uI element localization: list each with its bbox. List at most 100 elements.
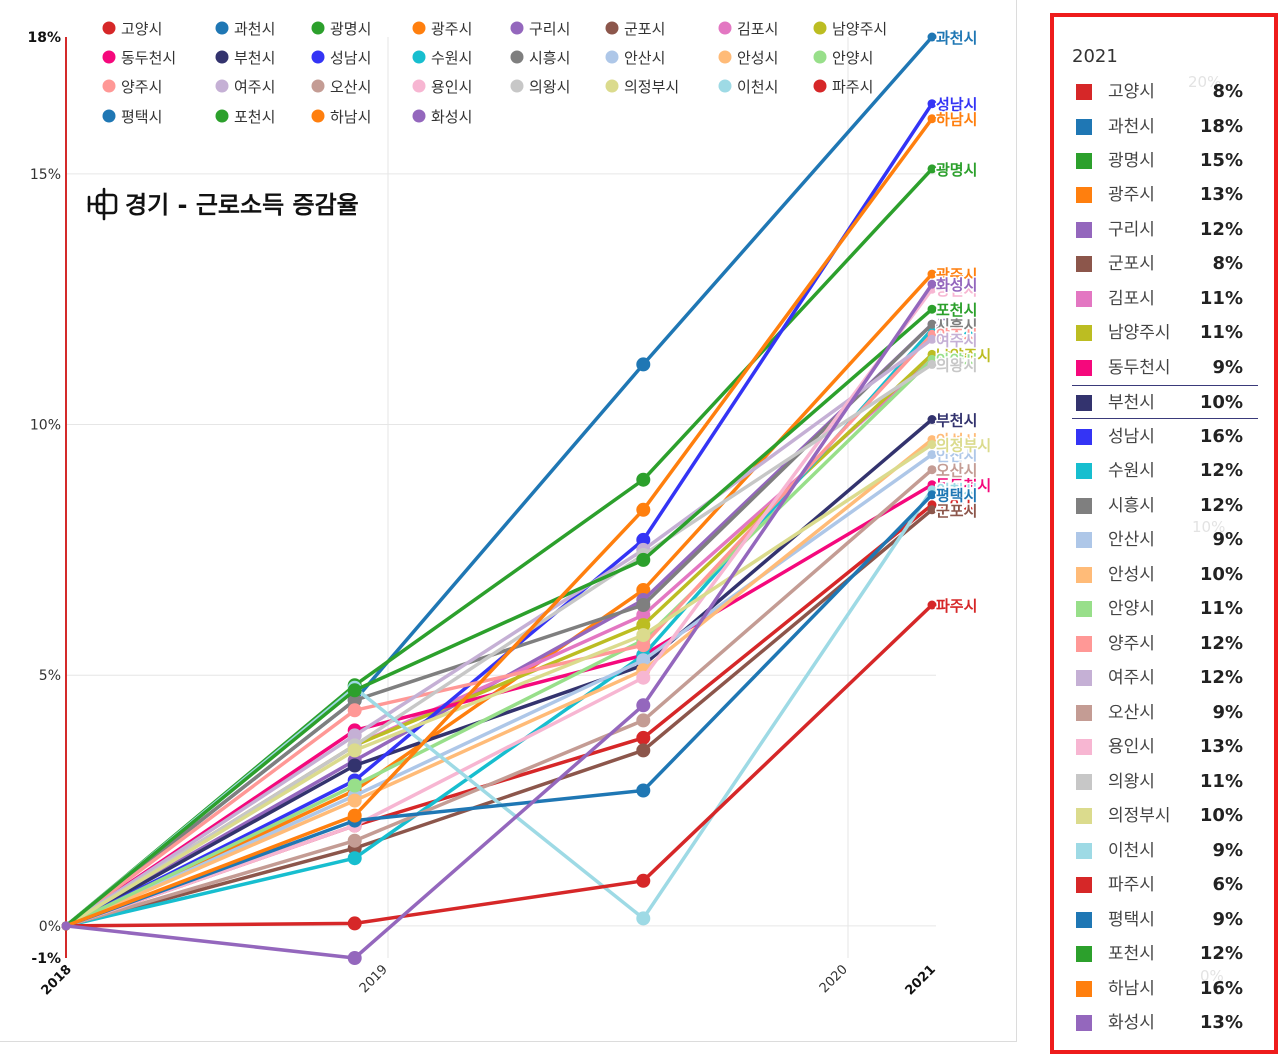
legend-item[interactable]: 평택시 bbox=[102, 108, 163, 126]
data-point[interactable] bbox=[636, 730, 651, 745]
data-point[interactable] bbox=[636, 698, 651, 713]
series-line[interactable] bbox=[64, 508, 934, 928]
data-point[interactable] bbox=[347, 833, 362, 848]
series-line[interactable] bbox=[64, 322, 934, 928]
series-line[interactable] bbox=[64, 332, 934, 928]
data-point[interactable] bbox=[347, 743, 362, 758]
series-line[interactable] bbox=[64, 417, 934, 928]
legend-item[interactable]: 안산시 bbox=[605, 49, 666, 67]
data-point[interactable] bbox=[927, 114, 937, 124]
legend-item[interactable]: 의정부시 bbox=[605, 78, 680, 96]
legend-item[interactable]: 과천시 bbox=[215, 20, 276, 38]
series-line[interactable] bbox=[64, 452, 934, 928]
data-point[interactable] bbox=[347, 916, 362, 931]
data-point[interactable] bbox=[347, 793, 362, 808]
series-line[interactable] bbox=[64, 272, 934, 928]
legend-item[interactable]: 여주시 bbox=[215, 78, 276, 96]
data-point[interactable] bbox=[927, 279, 937, 289]
data-point[interactable] bbox=[636, 743, 651, 758]
data-point[interactable] bbox=[927, 359, 937, 369]
data-point[interactable] bbox=[927, 465, 937, 475]
data-point[interactable] bbox=[636, 638, 651, 653]
series-line[interactable] bbox=[64, 362, 934, 928]
legend-item[interactable]: 파주시 bbox=[813, 78, 874, 96]
legend-item[interactable]: 김포시 bbox=[718, 20, 779, 38]
legend-item[interactable]: 포천시 bbox=[215, 108, 276, 126]
legend-item[interactable]: 안성시 bbox=[718, 49, 779, 67]
data-point[interactable] bbox=[347, 808, 362, 823]
legend-item[interactable]: 의왕시 bbox=[510, 78, 571, 96]
legend-item[interactable]: 군포시 bbox=[605, 20, 666, 38]
legend-item[interactable]: 수원시 bbox=[412, 49, 473, 67]
legend-item[interactable]: 구리시 bbox=[510, 20, 571, 38]
legend-item[interactable]: 광명시 bbox=[311, 20, 372, 38]
data-point[interactable] bbox=[927, 490, 937, 500]
data-point[interactable] bbox=[636, 357, 651, 372]
data-point[interactable] bbox=[927, 505, 937, 515]
data-point[interactable] bbox=[927, 164, 937, 174]
data-point[interactable] bbox=[636, 502, 651, 517]
data-point[interactable] bbox=[636, 783, 651, 798]
data-point[interactable] bbox=[636, 670, 651, 685]
data-point[interactable] bbox=[927, 269, 937, 279]
data-point[interactable] bbox=[347, 758, 362, 773]
series-line[interactable] bbox=[64, 357, 934, 928]
data-point[interactable] bbox=[347, 851, 362, 866]
data-point[interactable] bbox=[636, 628, 651, 643]
data-point[interactable] bbox=[347, 693, 362, 708]
data-point[interactable] bbox=[636, 472, 651, 487]
data-point[interactable] bbox=[636, 618, 651, 633]
series-line[interactable] bbox=[64, 442, 934, 928]
data-point[interactable] bbox=[636, 653, 651, 668]
data-point[interactable] bbox=[347, 778, 362, 793]
data-point[interactable] bbox=[636, 532, 651, 547]
legend-label: 평택시 bbox=[121, 108, 162, 126]
data-point[interactable] bbox=[927, 99, 937, 109]
legend-item[interactable]: 동두천시 bbox=[102, 49, 177, 67]
legend-item[interactable]: 광주시 bbox=[412, 20, 473, 38]
data-point[interactable] bbox=[927, 415, 937, 424]
series-line[interactable] bbox=[64, 437, 934, 928]
data-point[interactable] bbox=[927, 334, 937, 344]
data-point[interactable] bbox=[347, 728, 362, 743]
series-line[interactable] bbox=[64, 35, 934, 928]
legend-item[interactable]: 이천시 bbox=[718, 78, 779, 96]
series-line[interactable] bbox=[64, 116, 934, 928]
data-point[interactable] bbox=[636, 713, 651, 728]
data-point[interactable] bbox=[927, 450, 937, 460]
data-point[interactable] bbox=[636, 873, 651, 888]
series-line[interactable] bbox=[64, 337, 934, 928]
series-line[interactable] bbox=[64, 467, 934, 928]
legend-item[interactable]: 남양주시 bbox=[813, 20, 888, 38]
legend-item[interactable]: 용인시 bbox=[412, 78, 473, 96]
data-point[interactable] bbox=[927, 32, 937, 42]
legend-item[interactable]: 고양시 bbox=[102, 20, 163, 38]
series-line[interactable] bbox=[64, 282, 934, 960]
series-line[interactable] bbox=[64, 287, 934, 928]
data-point[interactable] bbox=[927, 440, 937, 450]
series-line[interactable] bbox=[64, 492, 934, 928]
data-point[interactable] bbox=[347, 951, 362, 965]
data-point[interactable] bbox=[347, 683, 362, 698]
legend-item[interactable]: 성남시 bbox=[311, 49, 372, 67]
legend-item[interactable]: 양주시 bbox=[102, 78, 163, 96]
legend-item[interactable]: 오산시 bbox=[311, 78, 372, 96]
series-line[interactable] bbox=[64, 307, 934, 928]
legend-swatch bbox=[412, 50, 426, 64]
series-line[interactable] bbox=[64, 603, 934, 928]
data-point[interactable] bbox=[636, 911, 651, 926]
legend-item[interactable]: 하남시 bbox=[311, 108, 372, 126]
data-point[interactable] bbox=[61, 921, 71, 931]
data-point[interactable] bbox=[636, 583, 651, 597]
legend-item[interactable]: 안양시 bbox=[813, 49, 874, 67]
legend-item[interactable]: 시흥시 bbox=[510, 49, 571, 67]
legend-item[interactable]: 화성시 bbox=[412, 108, 473, 126]
data-point[interactable] bbox=[636, 598, 651, 612]
data-point[interactable] bbox=[927, 600, 937, 610]
data-point[interactable] bbox=[636, 552, 651, 567]
data-point[interactable] bbox=[927, 304, 937, 314]
data-point[interactable] bbox=[636, 608, 651, 623]
legend-item[interactable]: 부천시 bbox=[215, 49, 276, 67]
data-point[interactable] bbox=[347, 703, 362, 718]
data-point[interactable] bbox=[927, 319, 937, 329]
